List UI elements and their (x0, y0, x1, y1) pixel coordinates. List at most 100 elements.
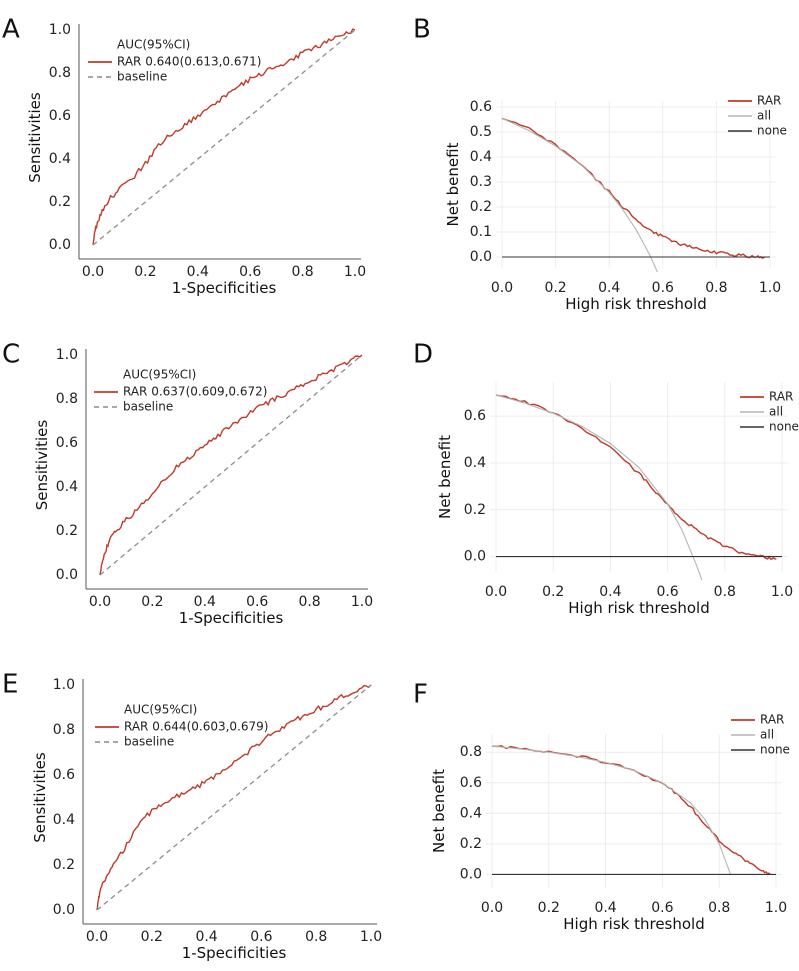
y-tick-label: 0.4 (49, 151, 71, 167)
legend-entry: RAR 0.637(0.609,0.672) (123, 385, 267, 399)
x-tick-label: 0.6 (250, 929, 272, 945)
legend-entry: RAR (769, 390, 793, 404)
legend-entry: all (757, 109, 771, 123)
panel-letter: C (2, 340, 20, 370)
x-tick-label: 1.0 (765, 900, 787, 916)
y-tick-label: 0.8 (53, 722, 75, 738)
x-tick-label: 0.4 (599, 584, 621, 600)
y-tick-label: 0.6 (464, 408, 486, 424)
legend-entry: RAR 0.644(0.603,0.679) (124, 720, 268, 734)
series-line-all (501, 117, 658, 273)
y-tick-label: 0.0 (470, 249, 492, 265)
panel-letter: F (413, 680, 428, 710)
x-tick-label: 0.0 (89, 594, 111, 610)
x-tick-label: 0.4 (194, 594, 216, 610)
y-tick-label: 0.4 (464, 455, 486, 471)
x-tick-label: 0.6 (246, 594, 268, 610)
y-tick-label: 0.6 (49, 108, 71, 124)
x-tick-label: 0.8 (305, 929, 327, 945)
series-line-baseline (99, 354, 363, 576)
x-tick-label: 0.0 (481, 900, 503, 916)
x-tick-label: 1.0 (344, 264, 366, 280)
x-tick-label: 0.2 (542, 584, 564, 600)
panel-letter: B (413, 15, 431, 45)
y-tick-label: 0.8 (460, 744, 482, 760)
series-line-model (99, 354, 363, 576)
legend-entry: none (760, 743, 790, 757)
x-tick-label: 0.6 (656, 584, 678, 600)
x-tick-label: 1.0 (771, 584, 793, 600)
y-tick-label: 0.6 (460, 775, 482, 791)
x-tick-label: 0.6 (239, 264, 261, 280)
y-tick-label: 0.1 (470, 224, 492, 240)
series-line-baseline (92, 29, 356, 246)
panel-c: C 0.0 0.2 0.4 0.6 0.8 1.0 0.0 0.2 0.4 0.6 0.8 1.0 1-S… (2, 340, 373, 628)
x-tick-label: 0.4 (598, 280, 620, 296)
y-tick-label: 0.6 (53, 767, 75, 783)
x-tick-label: 0.0 (86, 929, 108, 945)
y-tick-label: 0.8 (49, 65, 71, 81)
legend-entry: all (760, 728, 774, 742)
series-line-model (501, 117, 765, 259)
x-tick-label: 0.6 (652, 280, 674, 296)
legend: AUC(95%CI) RAR 0.640(0.613,0.671)baseline (88, 38, 261, 84)
x-tick-label: 0.8 (708, 900, 730, 916)
x-axis-label: 1-Specificities (182, 944, 287, 962)
y-tick-label: 1.0 (56, 347, 78, 363)
legend-entry: baseline (124, 735, 174, 749)
x-axis-label: High risk threshold (563, 915, 705, 933)
y-tick-label: 0.6 (470, 99, 492, 115)
legend-entry: RAR (757, 94, 781, 108)
y-tick-label: 0.4 (56, 479, 78, 495)
y-tick-label: 0.3 (470, 174, 492, 190)
x-tick-label: 0.8 (291, 264, 313, 280)
series-line-model (96, 684, 372, 911)
y-axis-label: Sensitivities (26, 92, 44, 183)
panel-letter: E (2, 670, 18, 700)
x-axis-label: 1-Specificities (172, 279, 277, 297)
x-tick-label: 0.0 (491, 280, 513, 296)
panel-a: A 0.0 0.2 0.4 0.6 0.8 1.0 0.0 0.2 0.4 0.6 0.8 1.0 1-S… (2, 15, 366, 298)
y-tick-label: 0.2 (464, 502, 486, 518)
legend-entry: baseline (123, 400, 173, 414)
legend: AUC(95%CI) RAR 0.644(0.603,0.679)baseline (95, 703, 268, 749)
y-tick-label: 0.5 (470, 124, 492, 140)
y-tick-label: 0.4 (470, 149, 492, 165)
x-tick-label: 0.4 (187, 264, 209, 280)
legend-entry: RAR (760, 713, 784, 727)
y-tick-label: 1.0 (53, 677, 75, 693)
x-axis-label: High risk threshold (568, 599, 710, 617)
legend-title: AUC(95%CI) (117, 38, 190, 52)
y-tick-label: 0.8 (56, 391, 78, 407)
y-tick-label: 0.2 (470, 199, 492, 215)
y-tick-label: 0.6 (56, 435, 78, 451)
series-line-all (491, 745, 732, 875)
y-tick-label: 1.0 (49, 22, 71, 38)
legend: AUC(95%CI) RAR 0.637(0.609,0.672)baseline (94, 368, 267, 414)
x-tick-label: 0.2 (141, 594, 163, 610)
legend-title: AUC(95%CI) (124, 703, 197, 717)
y-tick-label: 0.0 (464, 549, 486, 565)
y-tick-label: 0.2 (49, 194, 71, 210)
x-tick-label: 0.6 (651, 900, 673, 916)
legend-entry: none (757, 124, 787, 138)
x-tick-label: 0.8 (298, 594, 320, 610)
legend-entry: baseline (117, 70, 167, 84)
y-tick-label: 0.0 (460, 866, 482, 882)
x-axis-label: 1-Specificities (179, 609, 284, 627)
x-tick-label: 1.0 (360, 929, 382, 945)
x-tick-label: 0.4 (195, 929, 217, 945)
legend-entry: all (769, 405, 783, 419)
x-axis-label: High risk threshold (565, 295, 707, 313)
x-tick-label: 0.0 (485, 584, 507, 600)
y-tick-label: 0.2 (53, 857, 75, 873)
y-tick-label: 0.4 (460, 805, 482, 821)
y-axis-label: Net benefit (436, 435, 454, 519)
series-line-model (491, 745, 771, 875)
x-tick-label: 0.8 (714, 584, 736, 600)
